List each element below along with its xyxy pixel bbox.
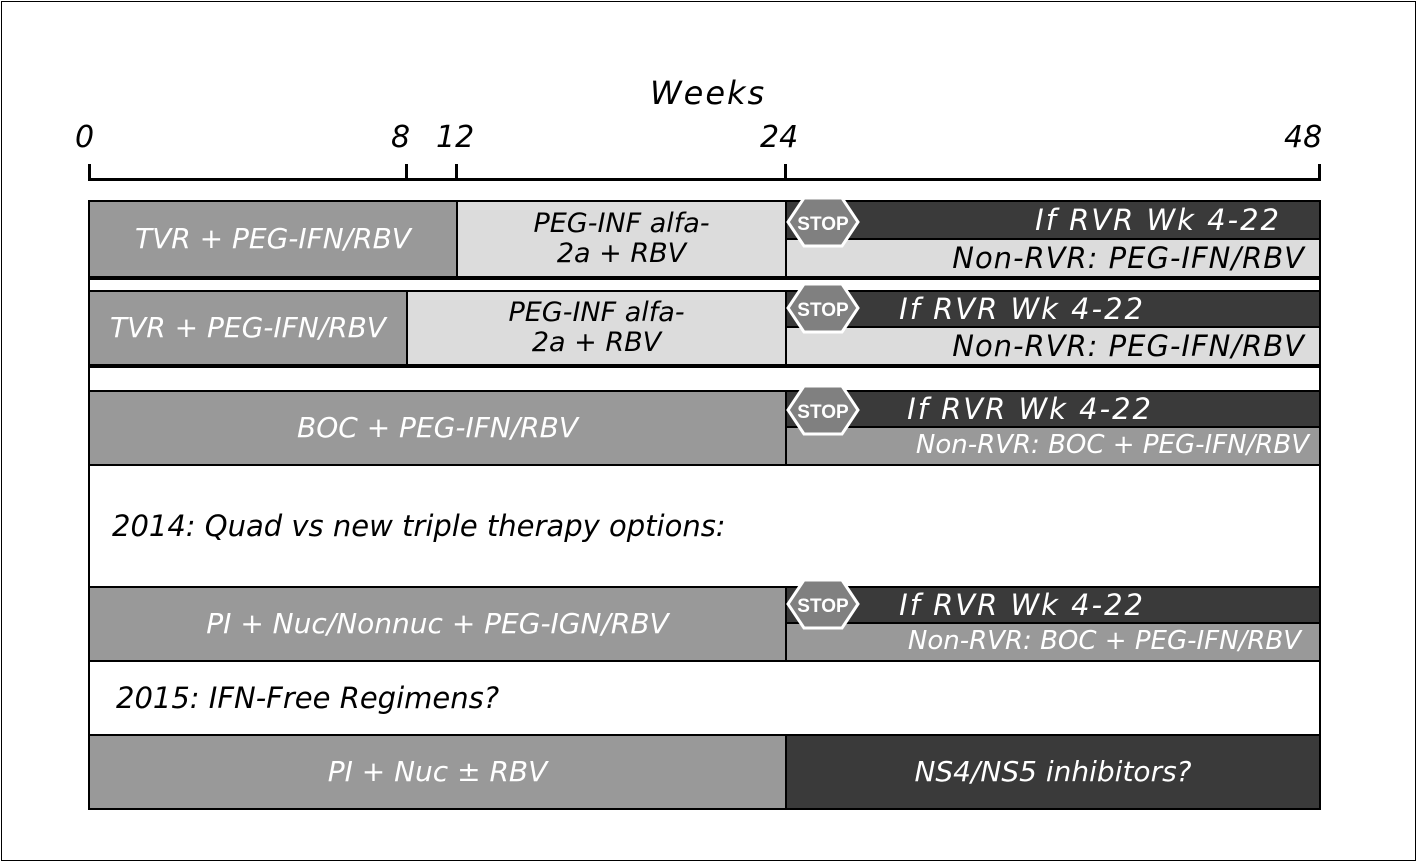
row3-nonrvr-text: Non-RVR: BOC + PEG-IFN/RBV bbox=[915, 430, 1309, 461]
tick-8 bbox=[405, 164, 408, 181]
row3-boc-text: BOC + PEG-IFN/RBV bbox=[297, 411, 578, 445]
row1-tvr-block: TVR + PEG-IFN/RBV bbox=[88, 200, 458, 278]
row5-stop-sign-icon: STOP bbox=[786, 578, 860, 630]
row3-nonrvr-block: Non-RVR: BOC + PEG-IFN/RBV bbox=[785, 426, 1321, 466]
row2-tvr-text: TVR + PEG-IFN/RBV bbox=[110, 311, 386, 345]
row7-pi-block: PI + Nuc ± RBV bbox=[88, 734, 787, 810]
heading-2015-text: 2015: IFN-Free Regimens? bbox=[116, 680, 500, 715]
row5-nonrvr-block: Non-RVR: BOC + PEG-IFN/RBV bbox=[785, 622, 1321, 662]
row1-stop-sign-icon: STOP bbox=[786, 196, 860, 248]
row3-rvr-block: If RVR Wk 4-22 bbox=[785, 390, 1321, 428]
row1-stop-text: STOP bbox=[797, 214, 849, 235]
row1-rvr-text: If RVR Wk 4-22 bbox=[1035, 202, 1281, 237]
axis-line bbox=[89, 178, 1321, 181]
row1-peg-text: PEG-INF alfa- 2a + RBV bbox=[533, 207, 710, 269]
row3-boc-block: BOC + PEG-IFN/RBV bbox=[88, 390, 787, 466]
row5-nonrvr-text: Non-RVR: BOC + PEG-IFN/RBV bbox=[907, 626, 1301, 657]
row1-peg-block: PEG-INF alfa- 2a + RBV bbox=[456, 200, 787, 278]
row-separator-2 bbox=[88, 366, 1321, 392]
tick-label-24: 24 bbox=[760, 120, 799, 155]
row3-stop-text: STOP bbox=[797, 402, 849, 423]
row1-rvr-block: If RVR Wk 4-22 bbox=[785, 200, 1321, 240]
tick-12 bbox=[455, 164, 458, 181]
tick-0 bbox=[88, 164, 91, 181]
row1-tvr-text: TVR + PEG-IFN/RBV bbox=[135, 222, 411, 256]
row3-rvr-text: If RVR Wk 4-22 bbox=[907, 391, 1153, 426]
row2-stop-sign-icon: STOP bbox=[786, 282, 860, 334]
row5-stop-text: STOP bbox=[797, 596, 849, 617]
tick-label-48: 48 bbox=[1284, 120, 1323, 155]
tick-label-0: 0 bbox=[75, 120, 95, 155]
row2-peg-block: PEG-INF alfa- 2a + RBV bbox=[406, 290, 787, 366]
row2-tvr-block: TVR + PEG-IFN/RBV bbox=[88, 290, 408, 366]
row3-stop-sign-icon: STOP bbox=[786, 384, 860, 436]
row2-peg-text: PEG-INF alfa- 2a + RBV bbox=[508, 296, 685, 358]
tick-48 bbox=[1318, 164, 1321, 181]
tick-label-8: 8 bbox=[391, 120, 411, 155]
axis-title: Weeks bbox=[650, 74, 767, 112]
row7-ns-text: NS4/NS5 inhibitors? bbox=[914, 755, 1192, 789]
row2-rvr-text: If RVR Wk 4-22 bbox=[899, 291, 1145, 326]
row5-rvr-block: If RVR Wk 4-22 bbox=[785, 586, 1321, 624]
row1-nonrvr-text: Non-RVR: PEG-IFN/RBV bbox=[952, 240, 1305, 275]
row2-nonrvr-block: Non-RVR: PEG-IFN/RBV bbox=[785, 326, 1321, 366]
row1-nonrvr-block: Non-RVR: PEG-IFN/RBV bbox=[785, 238, 1321, 278]
row5-pi-block: PI + Nuc/Nonnuc + PEG-IGN/RBV bbox=[88, 586, 787, 662]
tick-24 bbox=[784, 164, 787, 181]
row2-stop-text: STOP bbox=[797, 300, 849, 321]
row2-rvr-block: If RVR Wk 4-22 bbox=[785, 290, 1321, 328]
row2-nonrvr-text: Non-RVR: PEG-IFN/RBV bbox=[952, 328, 1305, 363]
tick-label-12: 12 bbox=[436, 120, 475, 155]
row5-rvr-text: If RVR Wk 4-22 bbox=[899, 587, 1145, 622]
heading-2015-row: 2015: IFN-Free Regimens? bbox=[88, 660, 1321, 736]
row5-pi-text: PI + Nuc/Nonnuc + PEG-IGN/RBV bbox=[206, 607, 669, 641]
heading-2014-text: 2014: Quad vs new triple therapy options… bbox=[112, 508, 726, 543]
row7-pi-text: PI + Nuc ± RBV bbox=[327, 755, 548, 789]
heading-2014-row: 2014: Quad vs new triple therapy options… bbox=[88, 464, 1321, 588]
row7-ns-block: NS4/NS5 inhibitors? bbox=[785, 734, 1321, 810]
